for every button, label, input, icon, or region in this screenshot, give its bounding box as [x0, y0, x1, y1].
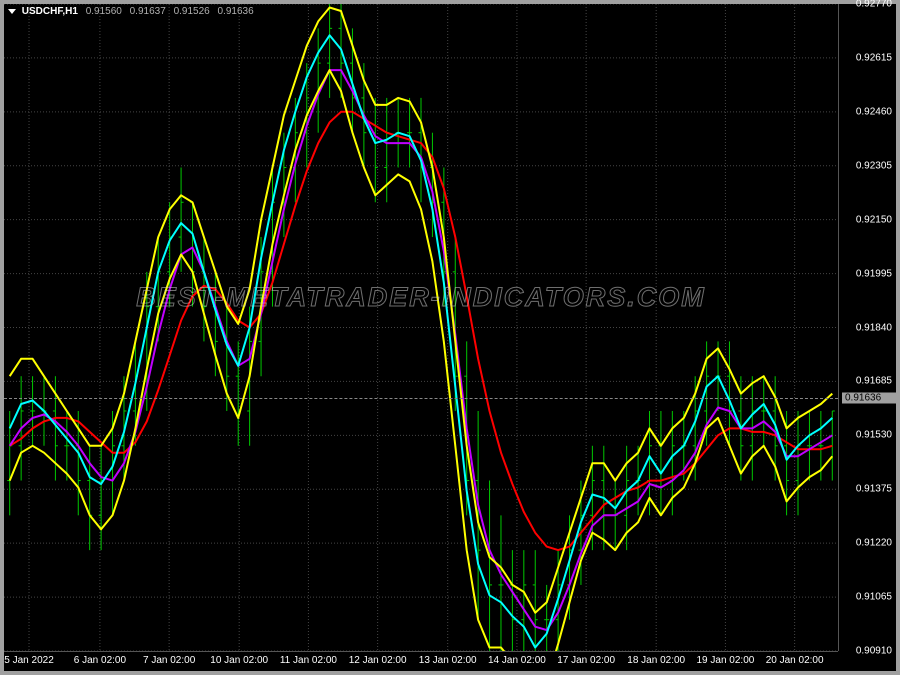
y-tick-label: 0.91065 — [856, 592, 892, 603]
x-tick-label: 20 Jan 02:00 — [766, 655, 824, 666]
x-tick-label: 12 Jan 02:00 — [349, 655, 407, 666]
plot-area[interactable]: USDCHF,H1 0.91560 0.91637 0.91526 0.9163… — [4, 4, 838, 651]
y-tick-label: 0.91375 — [856, 484, 892, 495]
ohlc-high: 0.91637 — [130, 6, 166, 17]
x-tick-label: 7 Jan 02:00 — [143, 655, 195, 666]
x-tick-label: 10 Jan 02:00 — [210, 655, 268, 666]
y-tick-label: 0.92460 — [856, 106, 892, 117]
ohlc-close: 0.91636 — [218, 6, 254, 17]
ohlc-header: USDCHF,H1 0.91560 0.91637 0.91526 0.9163… — [8, 6, 254, 17]
x-tick-label: 6 Jan 02:00 — [74, 655, 126, 666]
x-tick-label: 11 Jan 02:00 — [280, 655, 337, 666]
y-tick-label: 0.91220 — [856, 538, 892, 549]
y-tick-label: 0.91685 — [856, 376, 892, 387]
y-axis: 0.927700.926150.924600.923050.921500.919… — [838, 4, 896, 651]
symbol-label: USDCHF,H1 — [22, 6, 78, 17]
y-tick-label: 0.92615 — [856, 52, 892, 63]
y-tick-label: 0.92150 — [856, 214, 892, 225]
x-tick-label: 19 Jan 02:00 — [696, 655, 754, 666]
y-tick-label: 0.91530 — [856, 430, 892, 441]
x-tick-label: 17 Jan 02:00 — [557, 655, 615, 666]
indicator-lines — [4, 4, 838, 651]
ohlc-open: 0.91560 — [86, 6, 122, 17]
y-tick-label: 0.92305 — [856, 160, 892, 171]
ohlc-low: 0.91526 — [174, 6, 210, 17]
x-tick-label: 14 Jan 02:00 — [488, 655, 546, 666]
y-tick-label: 0.91840 — [856, 322, 892, 333]
last-price-tag: 0.91636 — [842, 393, 896, 404]
last-price-line — [4, 398, 838, 399]
chart-window[interactable]: USDCHF,H1 0.91560 0.91637 0.91526 0.9163… — [0, 0, 900, 675]
x-tick-label: 5 Jan 2022 — [4, 655, 54, 666]
y-tick-label: 0.90910 — [856, 646, 892, 657]
x-tick-label: 13 Jan 02:00 — [419, 655, 477, 666]
y-tick-label: 0.92770 — [856, 0, 892, 10]
x-tick-label: 18 Jan 02:00 — [627, 655, 685, 666]
y-tick-label: 0.91995 — [856, 268, 892, 279]
menu-icon — [8, 9, 16, 14]
x-axis: 5 Jan 2022 6 Jan 02:00 7 Jan 02:00 10 Jan 0… — [4, 651, 838, 671]
